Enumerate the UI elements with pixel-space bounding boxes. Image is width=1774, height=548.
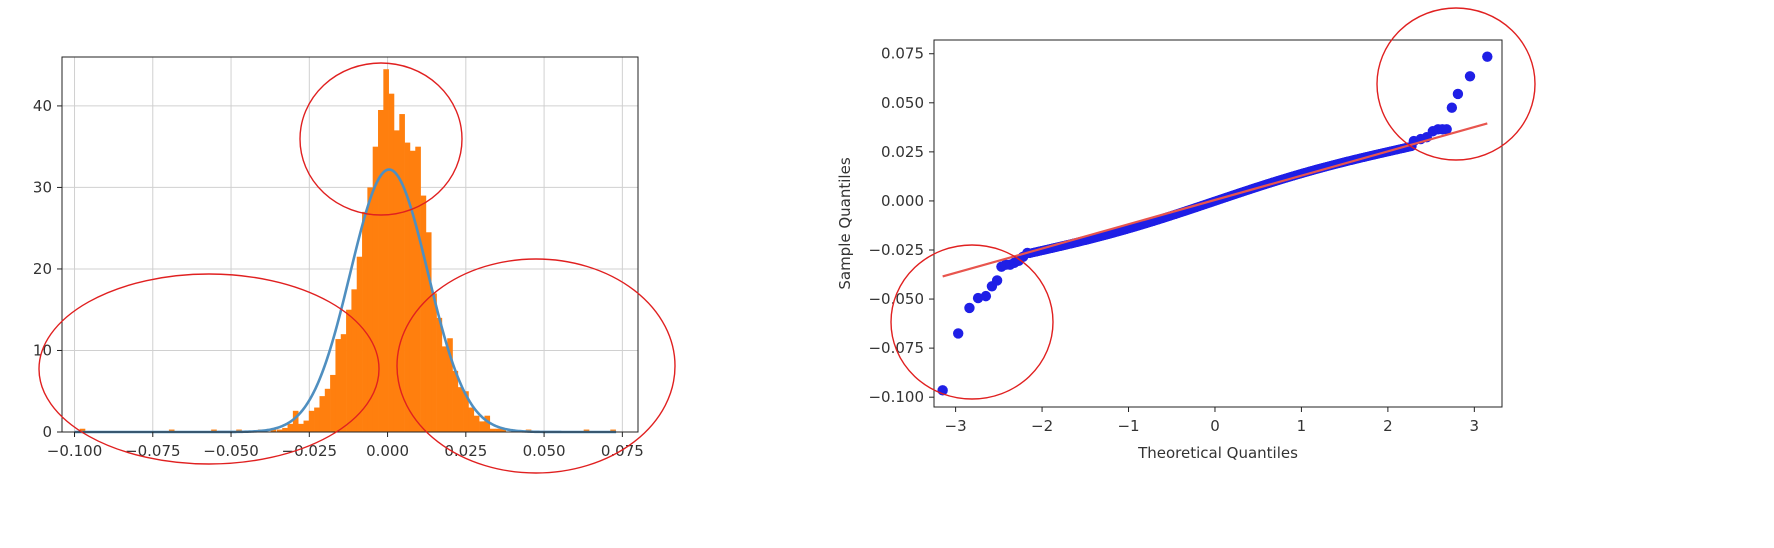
- y-tick-label: −0.050: [868, 290, 924, 308]
- x-tick-label: −0.100: [47, 442, 103, 460]
- histogram-bar: [79, 428, 86, 432]
- histogram-bar: [346, 309, 352, 432]
- histogram-bar: [372, 146, 379, 432]
- histogram-bar: [362, 211, 368, 432]
- annotation-circle: [890, 244, 1054, 400]
- histogram-bar: [351, 289, 358, 432]
- histogram-bar: [330, 374, 336, 432]
- histogram-bar: [473, 415, 480, 432]
- qq-tail-point: [1446, 102, 1458, 113]
- y-tick-label: 0.075: [881, 45, 924, 63]
- histogram-bar: [308, 410, 315, 432]
- qq-tail-point: [980, 290, 992, 302]
- histogram-bar: [367, 187, 373, 432]
- histogram-bar: [393, 130, 400, 432]
- histogram-bar: [276, 429, 283, 432]
- y-tick-label: 30: [33, 178, 52, 196]
- histogram-bar: [441, 346, 448, 432]
- x-tick-label: 3: [1470, 417, 1480, 435]
- histogram-bar: [335, 339, 342, 432]
- x-tick-label: −2: [1031, 417, 1053, 435]
- histogram-bar: [356, 256, 363, 432]
- histogram-bar: [282, 427, 288, 432]
- annotation-circle: [38, 273, 380, 465]
- x-tick-label: −0.050: [203, 442, 259, 460]
- histogram-bar: [388, 93, 395, 432]
- qq-tail-point: [1482, 51, 1493, 62]
- qq-tail-point: [964, 302, 975, 314]
- x-tick-label: −0.075: [125, 442, 181, 460]
- x-axis-label: Theoretical Quantiles: [1137, 444, 1298, 462]
- annotation-circle: [1376, 7, 1536, 161]
- histogram-bar: [287, 423, 294, 432]
- qq-reference-line: [942, 122, 1488, 278]
- y-tick-label: 0.000: [881, 192, 924, 210]
- qq-tail-point: [972, 292, 984, 304]
- annotation-layer: [38, 7, 1536, 474]
- x-tick-label: 0.050: [523, 442, 566, 460]
- histogram-bar: [303, 420, 310, 432]
- qq-tail-point: [953, 328, 964, 339]
- annotation-circle: [299, 62, 463, 216]
- histogram-chart: −0.100 −0.075 −0.050 −0.025 0.000 0.025 0.050 0…: [33, 56, 644, 460]
- y-tick-label: 0.050: [881, 94, 924, 112]
- histogram-bar: [457, 387, 464, 432]
- x-tick-label: 1: [1297, 417, 1307, 435]
- qq-plot-chart: −3 −2 −1 0 1 2 3−0.100−0.075−0.050−0.0250.0000…: [836, 39, 1503, 462]
- x-tick-label: −1: [1117, 417, 1139, 435]
- histogram-bar: [415, 146, 421, 432]
- histogram-bar: [298, 423, 304, 432]
- histogram-bar: [409, 150, 416, 432]
- histogram-bar: [324, 388, 331, 432]
- qq-frame: [933, 39, 1503, 408]
- y-tick-label: 20: [33, 260, 52, 278]
- y-tick-label: 40: [33, 97, 52, 115]
- x-tick-label: −0.025: [282, 442, 338, 460]
- qq-tail-point: [991, 275, 1003, 286]
- histogram-bar: [319, 396, 326, 432]
- histogram-bar: [452, 370, 459, 432]
- x-tick-label: 0.000: [366, 442, 409, 460]
- x-tick-label: 2: [1383, 417, 1393, 435]
- histogram-bar: [479, 421, 485, 432]
- histogram-bar: [270, 429, 277, 432]
- qq-tail-point: [1452, 88, 1464, 100]
- histogram-bar: [447, 338, 453, 432]
- y-tick-label: −0.100: [868, 388, 924, 406]
- annotation-circle: [396, 258, 676, 474]
- histogram-bar: [431, 293, 437, 432]
- histogram-bar: [500, 428, 507, 432]
- histogram-frame: [61, 56, 639, 433]
- histogram-bar: [484, 415, 491, 432]
- histogram-bar: [468, 407, 475, 432]
- y-tick-label: 0.025: [881, 143, 924, 161]
- histogram-bar: [292, 410, 299, 432]
- qq-tail-point: [1464, 71, 1476, 82]
- histogram-bar: [489, 428, 496, 432]
- histogram-bar: [378, 109, 384, 432]
- histogram-bar: [463, 391, 469, 432]
- y-axis-label: Sample Quantiles: [836, 157, 854, 289]
- histogram-bar: [404, 142, 411, 432]
- histogram-bar: [383, 69, 389, 432]
- x-tick-label: −3: [945, 417, 967, 435]
- y-tick-label: −0.025: [868, 241, 924, 259]
- qq-tail-point: [1441, 124, 1452, 135]
- histogram-bar: [420, 195, 427, 432]
- histogram-bar: [495, 428, 501, 432]
- histogram-bar: [436, 317, 443, 432]
- y-tick-label: 0: [42, 423, 52, 441]
- histogram-bar: [399, 114, 405, 432]
- x-tick-label: 0: [1210, 417, 1220, 435]
- x-tick-label: 0.025: [444, 442, 487, 460]
- histogram-bar: [340, 334, 347, 432]
- histogram-bar: [314, 407, 320, 432]
- histogram-bar: [425, 232, 432, 432]
